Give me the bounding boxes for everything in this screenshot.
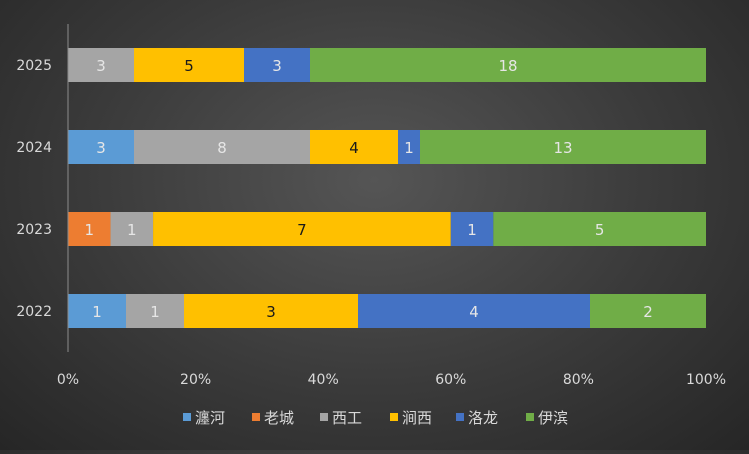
bar-segment bbox=[110, 212, 154, 246]
category-label: 2023 bbox=[16, 222, 52, 238]
bars-layer: 3 5 3 183 8 4 1 131 1 7 1 51 1 3 4 2 bbox=[68, 48, 706, 328]
x-tick-label: 60% bbox=[435, 372, 466, 388]
data-label: 13 bbox=[553, 139, 572, 157]
legend-swatch bbox=[526, 413, 534, 421]
legend-swatch bbox=[320, 413, 328, 421]
bar-segment bbox=[493, 212, 706, 246]
x-tick-label: 0% bbox=[57, 372, 79, 388]
data-label: 7 bbox=[297, 221, 307, 239]
bar-segment bbox=[420, 130, 706, 164]
data-label: 3 bbox=[96, 57, 106, 75]
x-tick-label: 20% bbox=[180, 372, 211, 388]
bar-segment bbox=[153, 212, 451, 246]
x-tick-label: 80% bbox=[563, 372, 594, 388]
data-label: 1 bbox=[467, 221, 477, 239]
legend-swatch bbox=[456, 413, 464, 421]
data-label: 4 bbox=[469, 303, 479, 321]
bar-segment bbox=[310, 48, 706, 82]
legend-label: 瀍河 bbox=[195, 409, 225, 427]
legend-label: 洛龙 bbox=[468, 409, 498, 427]
bar-segment bbox=[450, 212, 494, 246]
data-label: 2 bbox=[643, 303, 653, 321]
legend-swatch bbox=[183, 413, 191, 421]
legend-label: 涧西 bbox=[402, 409, 432, 427]
data-label: 8 bbox=[217, 139, 227, 157]
category-labels: 2025 2024 2023 2022 bbox=[16, 58, 52, 320]
bar-segment bbox=[310, 130, 398, 164]
data-label: 18 bbox=[498, 57, 517, 75]
bar-segment bbox=[68, 212, 111, 246]
bar-segment bbox=[184, 294, 358, 328]
bar-segment bbox=[68, 294, 126, 328]
data-label: 1 bbox=[150, 303, 160, 321]
data-label: 3 bbox=[272, 57, 282, 75]
category-label: 2025 bbox=[16, 58, 52, 74]
legend-swatch bbox=[390, 413, 398, 421]
category-label: 2024 bbox=[16, 140, 52, 156]
bar-segment bbox=[134, 130, 310, 164]
data-label: 1 bbox=[127, 221, 137, 239]
bar-segment bbox=[244, 48, 310, 82]
bar-segment bbox=[126, 294, 184, 328]
bar-segment bbox=[590, 294, 706, 328]
legend-label: 西工 bbox=[332, 409, 362, 427]
bar-segment bbox=[68, 130, 134, 164]
data-label: 3 bbox=[266, 303, 276, 321]
data-label: 4 bbox=[349, 139, 359, 157]
legend-label: 老城 bbox=[264, 409, 294, 427]
bar-segment bbox=[358, 294, 590, 328]
data-label: 5 bbox=[595, 221, 605, 239]
data-label: 5 bbox=[184, 57, 194, 75]
bar-segment bbox=[134, 48, 244, 82]
legend-label: 伊滨 bbox=[538, 409, 568, 427]
data-label: 1 bbox=[404, 139, 414, 157]
legend-swatch bbox=[252, 413, 260, 421]
legend: 瀍河 老城 西工 涧西 洛龙 伊滨 bbox=[183, 409, 568, 427]
x-tick-label: 100% bbox=[686, 372, 726, 388]
x-tick-labels: 0% 20% 40% 60% 80% 100% bbox=[57, 372, 726, 388]
data-label: 3 bbox=[96, 139, 106, 157]
category-label: 2022 bbox=[16, 304, 52, 320]
data-label: 1 bbox=[92, 303, 102, 321]
x-tick-label: 40% bbox=[308, 372, 339, 388]
data-label: 1 bbox=[84, 221, 94, 239]
bar-segment bbox=[398, 130, 420, 164]
bar-segment bbox=[68, 48, 134, 82]
